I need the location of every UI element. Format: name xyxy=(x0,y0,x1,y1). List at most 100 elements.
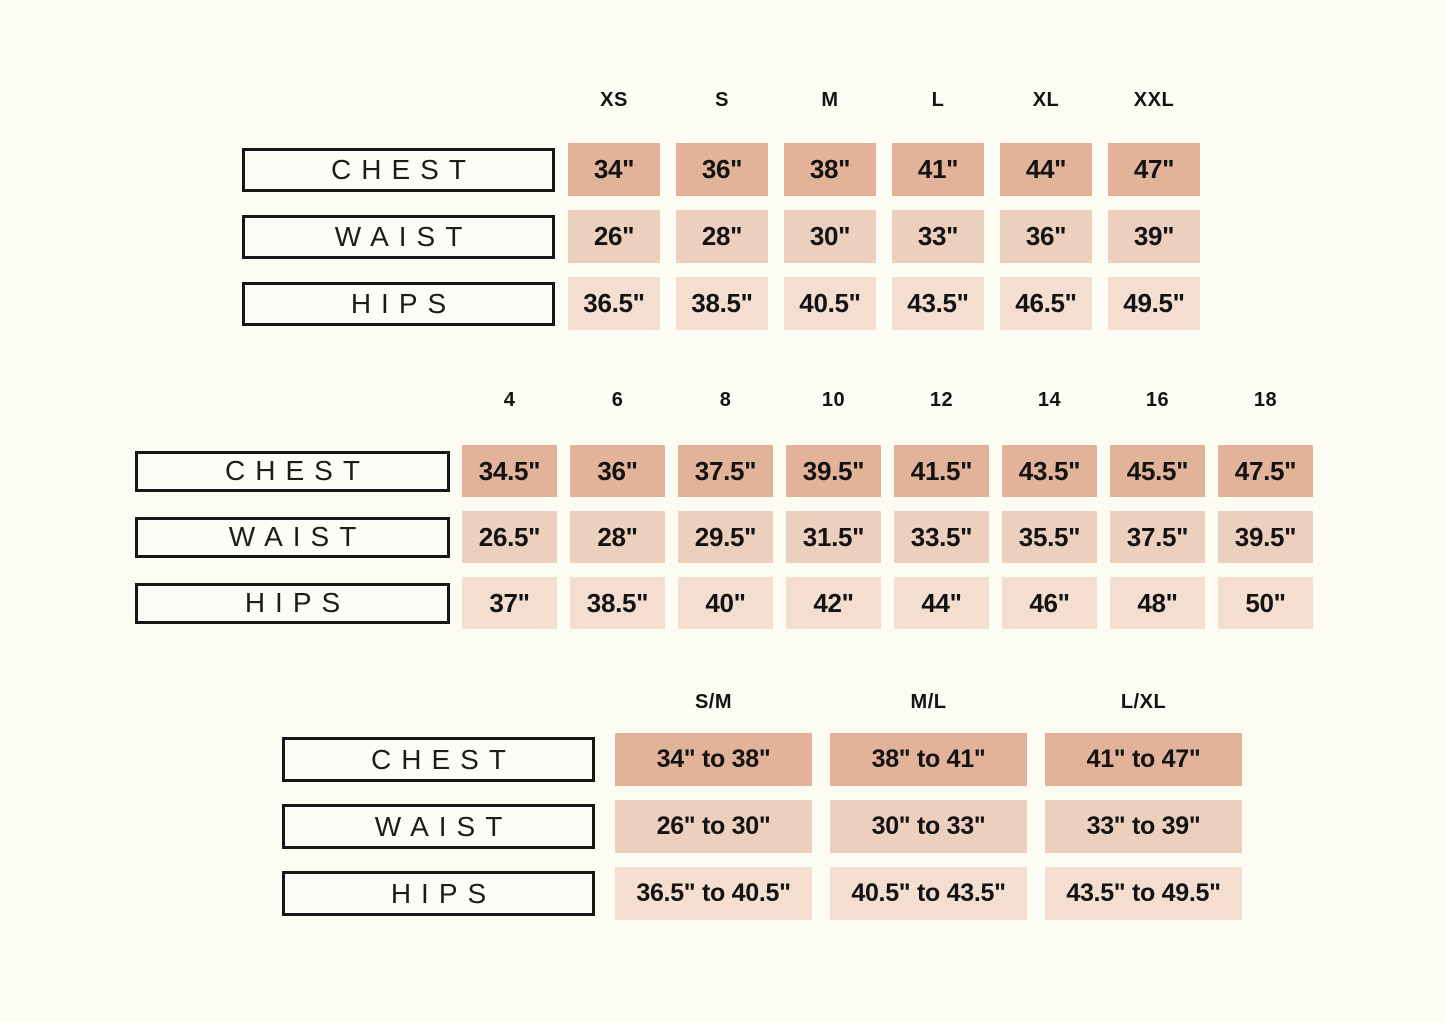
measurement-cells: 34" 36" 38" 41" 44" 47" xyxy=(568,143,1200,196)
measurement-label: CHEST xyxy=(331,153,476,185)
size-column-header: M/L xyxy=(910,691,947,713)
size-header-row: 4 6 8 10 12 14 16 18 xyxy=(462,388,1313,413)
measurement-value-cell: 46.5" xyxy=(1000,277,1092,330)
measurement-value-cell: 40" xyxy=(678,577,773,629)
measurement-row: CHEST 34.5" 36" 37.5" 39.5" 41.5" 43.5" 45.5" 47… xyxy=(135,445,1313,497)
size-column-header: 6 xyxy=(611,389,624,411)
measurement-value-cell: 41.5" xyxy=(894,445,989,497)
size-column-header: S/M xyxy=(694,691,733,713)
size-column-header: XXL xyxy=(1133,89,1175,111)
measurement-label: CHEST xyxy=(225,455,370,486)
measurement-value-cell: 36.5" to 40.5" xyxy=(615,867,812,920)
measurement-value-cell: 38.5" xyxy=(676,277,768,330)
measurement-value-cell: 38.5" xyxy=(570,577,665,629)
size-column-header: XL xyxy=(1032,89,1060,111)
measurement-cells: 26" to 30" 30" to 33" 33" to 39" xyxy=(615,800,1242,853)
measurement-value-cell: 40.5" xyxy=(784,277,876,330)
measurement-value-cell: 41" to 47" xyxy=(1045,733,1242,786)
measurement-value-cell: 37.5" xyxy=(678,445,773,497)
measurement-value-cell: 34.5" xyxy=(462,445,557,497)
measurement-value-cell: 38" xyxy=(784,143,876,196)
size-column-header: 10 xyxy=(821,389,846,411)
measurement-value-cell: 31.5" xyxy=(786,511,881,563)
size-column-header: 4 xyxy=(503,389,516,411)
size-column-header: L/XL xyxy=(1120,691,1167,713)
measurement-value-cell: 30" to 33" xyxy=(830,800,1027,853)
measurement-row: HIPS 36.5" 38.5" 40.5" 43.5" 46.5" 49.5" xyxy=(242,277,1200,330)
measurement-value-cell: 41" xyxy=(892,143,984,196)
measurement-label: WAIST xyxy=(374,810,513,842)
measurement-label-box: CHEST xyxy=(282,737,595,782)
numeric-size-table: 4 6 8 10 12 14 16 18 CHEST 34.5" 36" 37.5" 39.5" 41.5… xyxy=(135,388,1313,643)
measurement-value-cell: 42" xyxy=(786,577,881,629)
measurement-value-cell: 28" xyxy=(676,210,768,263)
measurement-value-cell: 36.5" xyxy=(568,277,660,330)
measurement-label-box: WAIST xyxy=(282,804,595,849)
measurement-label-box: WAIST xyxy=(242,214,555,259)
measurement-label: WAIST xyxy=(334,220,473,252)
size-column-header: 14 xyxy=(1037,389,1062,411)
measurement-label-box: HIPS xyxy=(242,281,555,326)
measurement-value-cell: 36" xyxy=(676,143,768,196)
measurement-label-box: CHEST xyxy=(135,450,450,492)
size-column-header: S xyxy=(715,89,729,111)
measurement-label: HIPS xyxy=(244,587,351,618)
size-column-header: 8 xyxy=(719,389,732,411)
measurement-value-cell: 44" xyxy=(1000,143,1092,196)
measurement-value-cell: 39.5" xyxy=(786,445,881,497)
measurement-value-cell: 34" to 38" xyxy=(615,733,812,786)
measurement-value-cell: 36" xyxy=(570,445,665,497)
measurement-value-cell: 26" xyxy=(568,210,660,263)
measurement-value-cell: 33.5" xyxy=(894,511,989,563)
measurement-row: WAIST 26" 28" 30" 33" 36" 39" xyxy=(242,210,1200,263)
measurement-label: HIPS xyxy=(390,877,497,909)
size-column-header: 18 xyxy=(1253,389,1278,411)
measurement-value-cell: 39" xyxy=(1108,210,1200,263)
size-column-header: 12 xyxy=(929,389,954,411)
measurement-cells: 34" to 38" 38" to 41" 41" to 47" xyxy=(615,733,1242,786)
measurement-value-cell: 28" xyxy=(570,511,665,563)
measurement-value-cell: 39.5" xyxy=(1218,511,1313,563)
size-column-header: M xyxy=(821,89,839,111)
measurement-cells: 34.5" 36" 37.5" 39.5" 41.5" 43.5" 45.5" 47.5" xyxy=(462,445,1313,497)
measurement-value-cell: 50" xyxy=(1218,577,1313,629)
measurement-cells: 36.5" to 40.5" 40.5" to 43.5" 43.5" to 49.… xyxy=(615,867,1242,920)
size-column-header: XS xyxy=(600,89,628,111)
measurement-value-cell: 47" xyxy=(1108,143,1200,196)
measurement-value-cell: 47.5" xyxy=(1218,445,1313,497)
measurement-row: HIPS 37" 38.5" 40" 42" 44" 46" 48" 50" xyxy=(135,577,1313,629)
measurement-value-cell: 38" to 41" xyxy=(830,733,1027,786)
letter-size-table: XS S M L XL XXL CHEST 34" 36" 38" 41" 44" 47" WAIST 26… xyxy=(242,88,1200,344)
measurement-value-cell: 46" xyxy=(1002,577,1097,629)
measurement-value-cell: 29.5" xyxy=(678,511,773,563)
measurement-cells: 36.5" 38.5" 40.5" 43.5" 46.5" 49.5" xyxy=(568,277,1200,330)
measurement-value-cell: 43.5" xyxy=(892,277,984,330)
measurement-row: CHEST 34" 36" 38" 41" 44" 47" xyxy=(242,143,1200,196)
measurement-cells: 26" 28" 30" 33" 36" 39" xyxy=(568,210,1200,263)
measurement-cells: 37" 38.5" 40" 42" 44" 46" 48" 50" xyxy=(462,577,1313,629)
measurement-label: WAIST xyxy=(228,521,367,552)
measurement-value-cell: 36" xyxy=(1000,210,1092,263)
measurement-value-cell: 33" xyxy=(892,210,984,263)
measurement-value-cell: 30" xyxy=(784,210,876,263)
measurement-value-cell: 48" xyxy=(1110,577,1205,629)
measurement-value-cell: 44" xyxy=(894,577,989,629)
size-header-row: XS S M L XL XXL xyxy=(568,88,1200,113)
measurement-value-cell: 45.5" xyxy=(1110,445,1205,497)
size-column-header: L xyxy=(931,89,945,111)
measurement-value-cell: 43.5" to 49.5" xyxy=(1045,867,1242,920)
measurement-row: HIPS 36.5" to 40.5" 40.5" to 43.5" 43.5" to… xyxy=(282,867,1242,920)
size-header-row: S/M M/L L/XL xyxy=(615,690,1242,715)
measurement-value-cell: 37" xyxy=(462,577,557,629)
size-column-header: 16 xyxy=(1145,389,1170,411)
measurement-label: CHEST xyxy=(371,743,516,775)
measurement-value-cell: 26" to 30" xyxy=(615,800,812,853)
measurement-label-box: HIPS xyxy=(135,582,450,624)
measurement-label: HIPS xyxy=(350,287,457,319)
measurement-label-box: HIPS xyxy=(282,871,595,916)
measurement-value-cell: 37.5" xyxy=(1110,511,1205,563)
measurement-label-box: WAIST xyxy=(135,516,450,558)
measurement-value-cell: 34" xyxy=(568,143,660,196)
measurement-row: CHEST 34" to 38" 38" to 41" 41" to 47" xyxy=(282,733,1242,786)
measurement-label-box: CHEST xyxy=(242,147,555,192)
